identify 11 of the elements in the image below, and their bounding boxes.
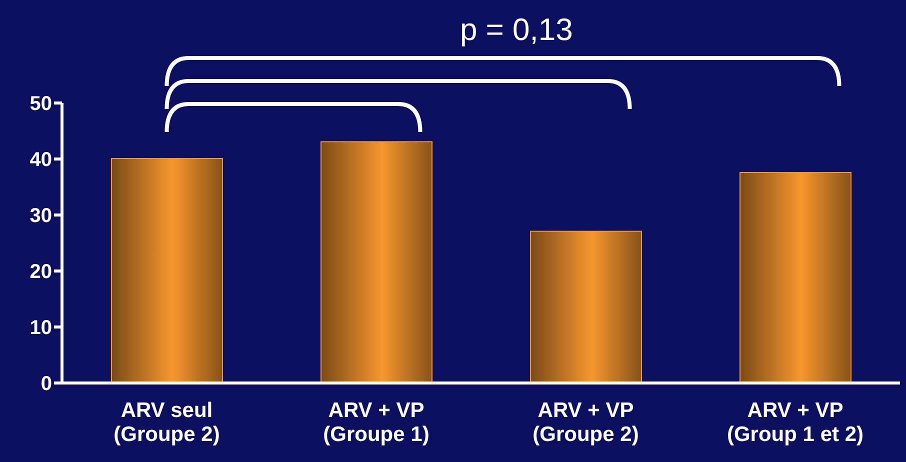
y-tick-label: 40 [30,149,52,172]
y-tick-label: 20 [30,261,52,284]
x-tick-label: ARV + VP (Group 1 et 2) [726,399,864,446]
text: p = 0,13 [460,12,573,47]
y-tick-label: 30 [30,205,52,228]
y-tick-label: 10 [30,317,52,340]
x-tick-label: ARV seul (Groupe 2) [114,399,220,446]
x-tick-label: ARV + VP (Groupe 1) [323,399,430,446]
y-tick-label: 50 [30,93,52,116]
x-tick-label: ARV + VP (Groupe 2) [532,399,639,446]
y-tick-label: 0 [40,373,52,396]
